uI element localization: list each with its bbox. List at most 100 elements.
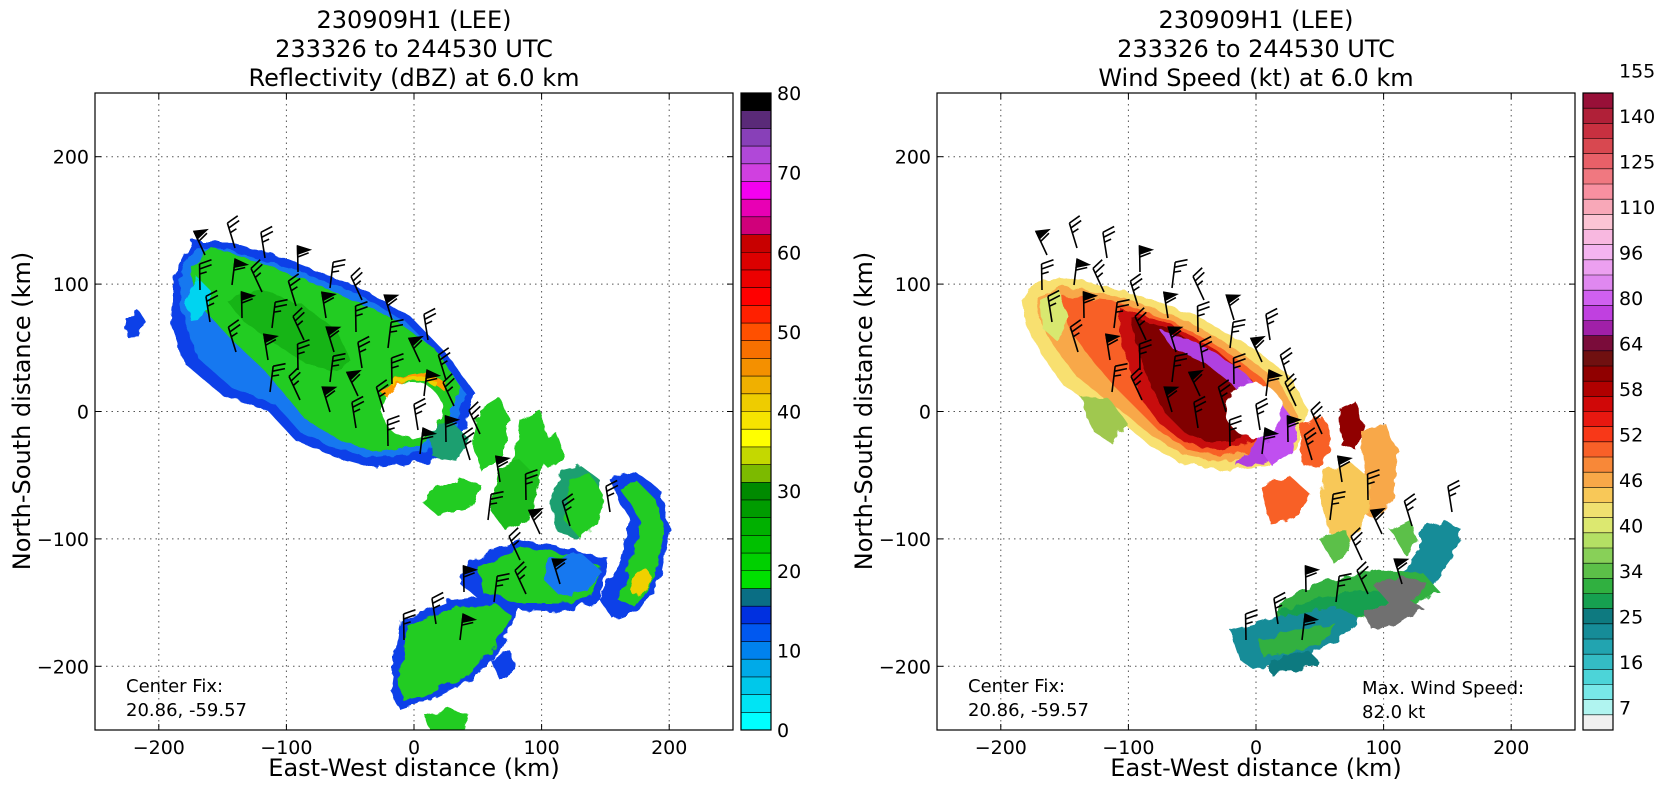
wind-colorbar-swatch bbox=[1583, 199, 1613, 214]
reflectivity-colorbar-tick-label: 0 bbox=[777, 720, 789, 742]
wind-wind-barb bbox=[1447, 480, 1464, 512]
barb-feather bbox=[423, 308, 435, 314]
wind-colorbar-tick-label: 34 bbox=[1619, 561, 1643, 583]
wind-colorbar-swatch bbox=[1583, 563, 1613, 578]
wind-colorbar-swatch bbox=[1583, 214, 1613, 229]
reflectivity-colorbar-swatch bbox=[741, 695, 771, 713]
wind-wind-barb bbox=[1265, 308, 1282, 340]
wind-colorbar-swatch bbox=[1583, 351, 1613, 366]
wind-colorbar-swatch bbox=[1583, 669, 1613, 684]
wind-wind-barb bbox=[1102, 226, 1119, 258]
wind-colorbar-swatch bbox=[1583, 366, 1613, 381]
wind-wind-barb bbox=[1371, 505, 1393, 534]
reflectivity-colorbar-swatch bbox=[741, 270, 771, 288]
barb-shaft bbox=[1351, 536, 1362, 560]
barb-feather bbox=[1267, 321, 1274, 324]
barb-feather bbox=[1104, 239, 1111, 242]
wind-colorbar-swatch bbox=[1583, 609, 1613, 624]
barb-feather bbox=[332, 270, 339, 273]
wind-field bbox=[1022, 216, 1464, 674]
barb-feather bbox=[1103, 231, 1115, 237]
reflectivity-colorbar-swatch bbox=[741, 553, 771, 571]
wind-colorbar-swatch bbox=[1583, 184, 1613, 199]
reflectivity-colorbar-swatch bbox=[741, 288, 771, 306]
barb-pennant bbox=[1226, 292, 1240, 303]
barb-feather bbox=[1196, 281, 1203, 286]
reflectivity-colorbar-swatch bbox=[741, 712, 771, 730]
wind-colorbar-swatch bbox=[1583, 154, 1613, 169]
barb-feather bbox=[1072, 229, 1079, 233]
wind-colorbar-swatch bbox=[1583, 427, 1613, 442]
reflectivity-colorbar-tick-label: 50 bbox=[777, 322, 801, 344]
wind-colorbar-swatch bbox=[1583, 548, 1613, 563]
reflectivity-colorbar-swatch bbox=[741, 412, 771, 430]
wind-ytick-label: 100 bbox=[895, 274, 931, 296]
wind-colorbar-swatch bbox=[1583, 594, 1613, 609]
wind-colorbar-tick-label: 140 bbox=[1619, 106, 1655, 128]
reflectivity-title-line-2: 233326 to 244530 UTC bbox=[275, 35, 553, 63]
reflectivity-colorbar-swatch bbox=[741, 677, 771, 695]
barb-feather bbox=[354, 281, 361, 286]
barb-feather bbox=[1198, 314, 1205, 316]
barb-feather bbox=[424, 313, 436, 319]
reflectivity-colorbar-swatch bbox=[741, 588, 771, 606]
barb-feather bbox=[1283, 361, 1290, 365]
reflectivity-xtick-label: −200 bbox=[133, 737, 185, 759]
barb-feather bbox=[403, 610, 415, 614]
barb-feather bbox=[1265, 308, 1277, 314]
barb-feather bbox=[1042, 272, 1049, 274]
reflectivity-colorbar-swatch bbox=[741, 376, 771, 394]
barb-feather bbox=[432, 597, 444, 603]
reflectivity-colorbar-swatch bbox=[741, 235, 771, 253]
reflectivity-isolated-cell bbox=[125, 310, 146, 338]
barb-feather bbox=[1175, 263, 1187, 268]
reflectivity-colorbar-swatch bbox=[741, 642, 771, 660]
wind-colorbar-swatch bbox=[1583, 93, 1613, 108]
reflectivity-ytick-label: 0 bbox=[77, 402, 89, 424]
reflectivity-colorbar-swatch bbox=[741, 358, 771, 376]
wind-colorbar-swatch bbox=[1583, 169, 1613, 184]
wind-wind-barb bbox=[1172, 258, 1188, 289]
wind-ylabel: North-South distance (km) bbox=[850, 252, 878, 571]
wind-colorbar-swatch bbox=[1583, 305, 1613, 320]
wind-wind-barb bbox=[1191, 268, 1215, 300]
barb-feather bbox=[1273, 592, 1285, 598]
barb-feather bbox=[1198, 307, 1210, 311]
max-wind-speed-label: Max. Wind Speed: bbox=[1362, 678, 1524, 699]
reflectivity-colorbar-swatch bbox=[741, 111, 771, 129]
wind-colorbar-swatch bbox=[1583, 381, 1613, 396]
reflectivity-ytick-label: 100 bbox=[53, 274, 89, 296]
reflectivity-colorbar-swatch bbox=[741, 624, 771, 642]
reflectivity-ytick-label: −200 bbox=[37, 656, 89, 678]
reflectivity-colorbar-swatch bbox=[741, 323, 771, 341]
wind-wind-barb bbox=[1140, 246, 1152, 272]
wind-colorbar-swatch bbox=[1583, 245, 1613, 260]
wind-colorbar-swatch bbox=[1583, 685, 1613, 700]
reflectivity-ytick-label: 200 bbox=[53, 147, 89, 169]
reflectivity-colorbar-swatch bbox=[741, 199, 771, 217]
barb-feather bbox=[230, 229, 237, 233]
wind-colorbar-swatch bbox=[1583, 321, 1613, 336]
wind-ytick-label: 200 bbox=[895, 147, 931, 169]
wind-title-line-1: 230909H1 (LEE) bbox=[1159, 6, 1354, 34]
reflectivity-title-line-1: 230909H1 (LEE) bbox=[317, 6, 512, 34]
wind-colorbar-swatch bbox=[1583, 715, 1613, 730]
barb-feather bbox=[1407, 507, 1414, 511]
wind-colorbar-tick-label: 25 bbox=[1619, 606, 1643, 628]
wind-colorbar-swatch bbox=[1583, 396, 1613, 411]
reflectivity-colorbar-tick-label: 80 bbox=[777, 83, 801, 105]
barb-feather bbox=[1133, 287, 1140, 291]
reflectivity-colorbar-tick-label: 30 bbox=[777, 481, 801, 503]
wind-colorbar-tick-label: 46 bbox=[1619, 470, 1643, 492]
barb-feather bbox=[1447, 480, 1459, 486]
wind-xtick-label: −200 bbox=[975, 737, 1027, 759]
wind-colorbar-swatch bbox=[1583, 442, 1613, 457]
barb-feather bbox=[1042, 265, 1054, 269]
reflectivity-colorbar-swatch bbox=[741, 518, 771, 536]
wind-colorbar-tick-label: 52 bbox=[1619, 424, 1643, 446]
wind-colorbar-tick-label: 125 bbox=[1619, 151, 1655, 173]
wind-xlabel: East-West distance (km) bbox=[1110, 754, 1401, 782]
